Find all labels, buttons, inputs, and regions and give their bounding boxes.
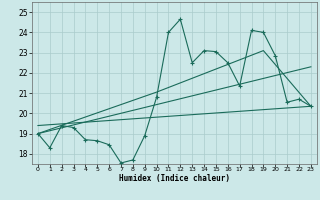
X-axis label: Humidex (Indice chaleur): Humidex (Indice chaleur) xyxy=(119,174,230,183)
